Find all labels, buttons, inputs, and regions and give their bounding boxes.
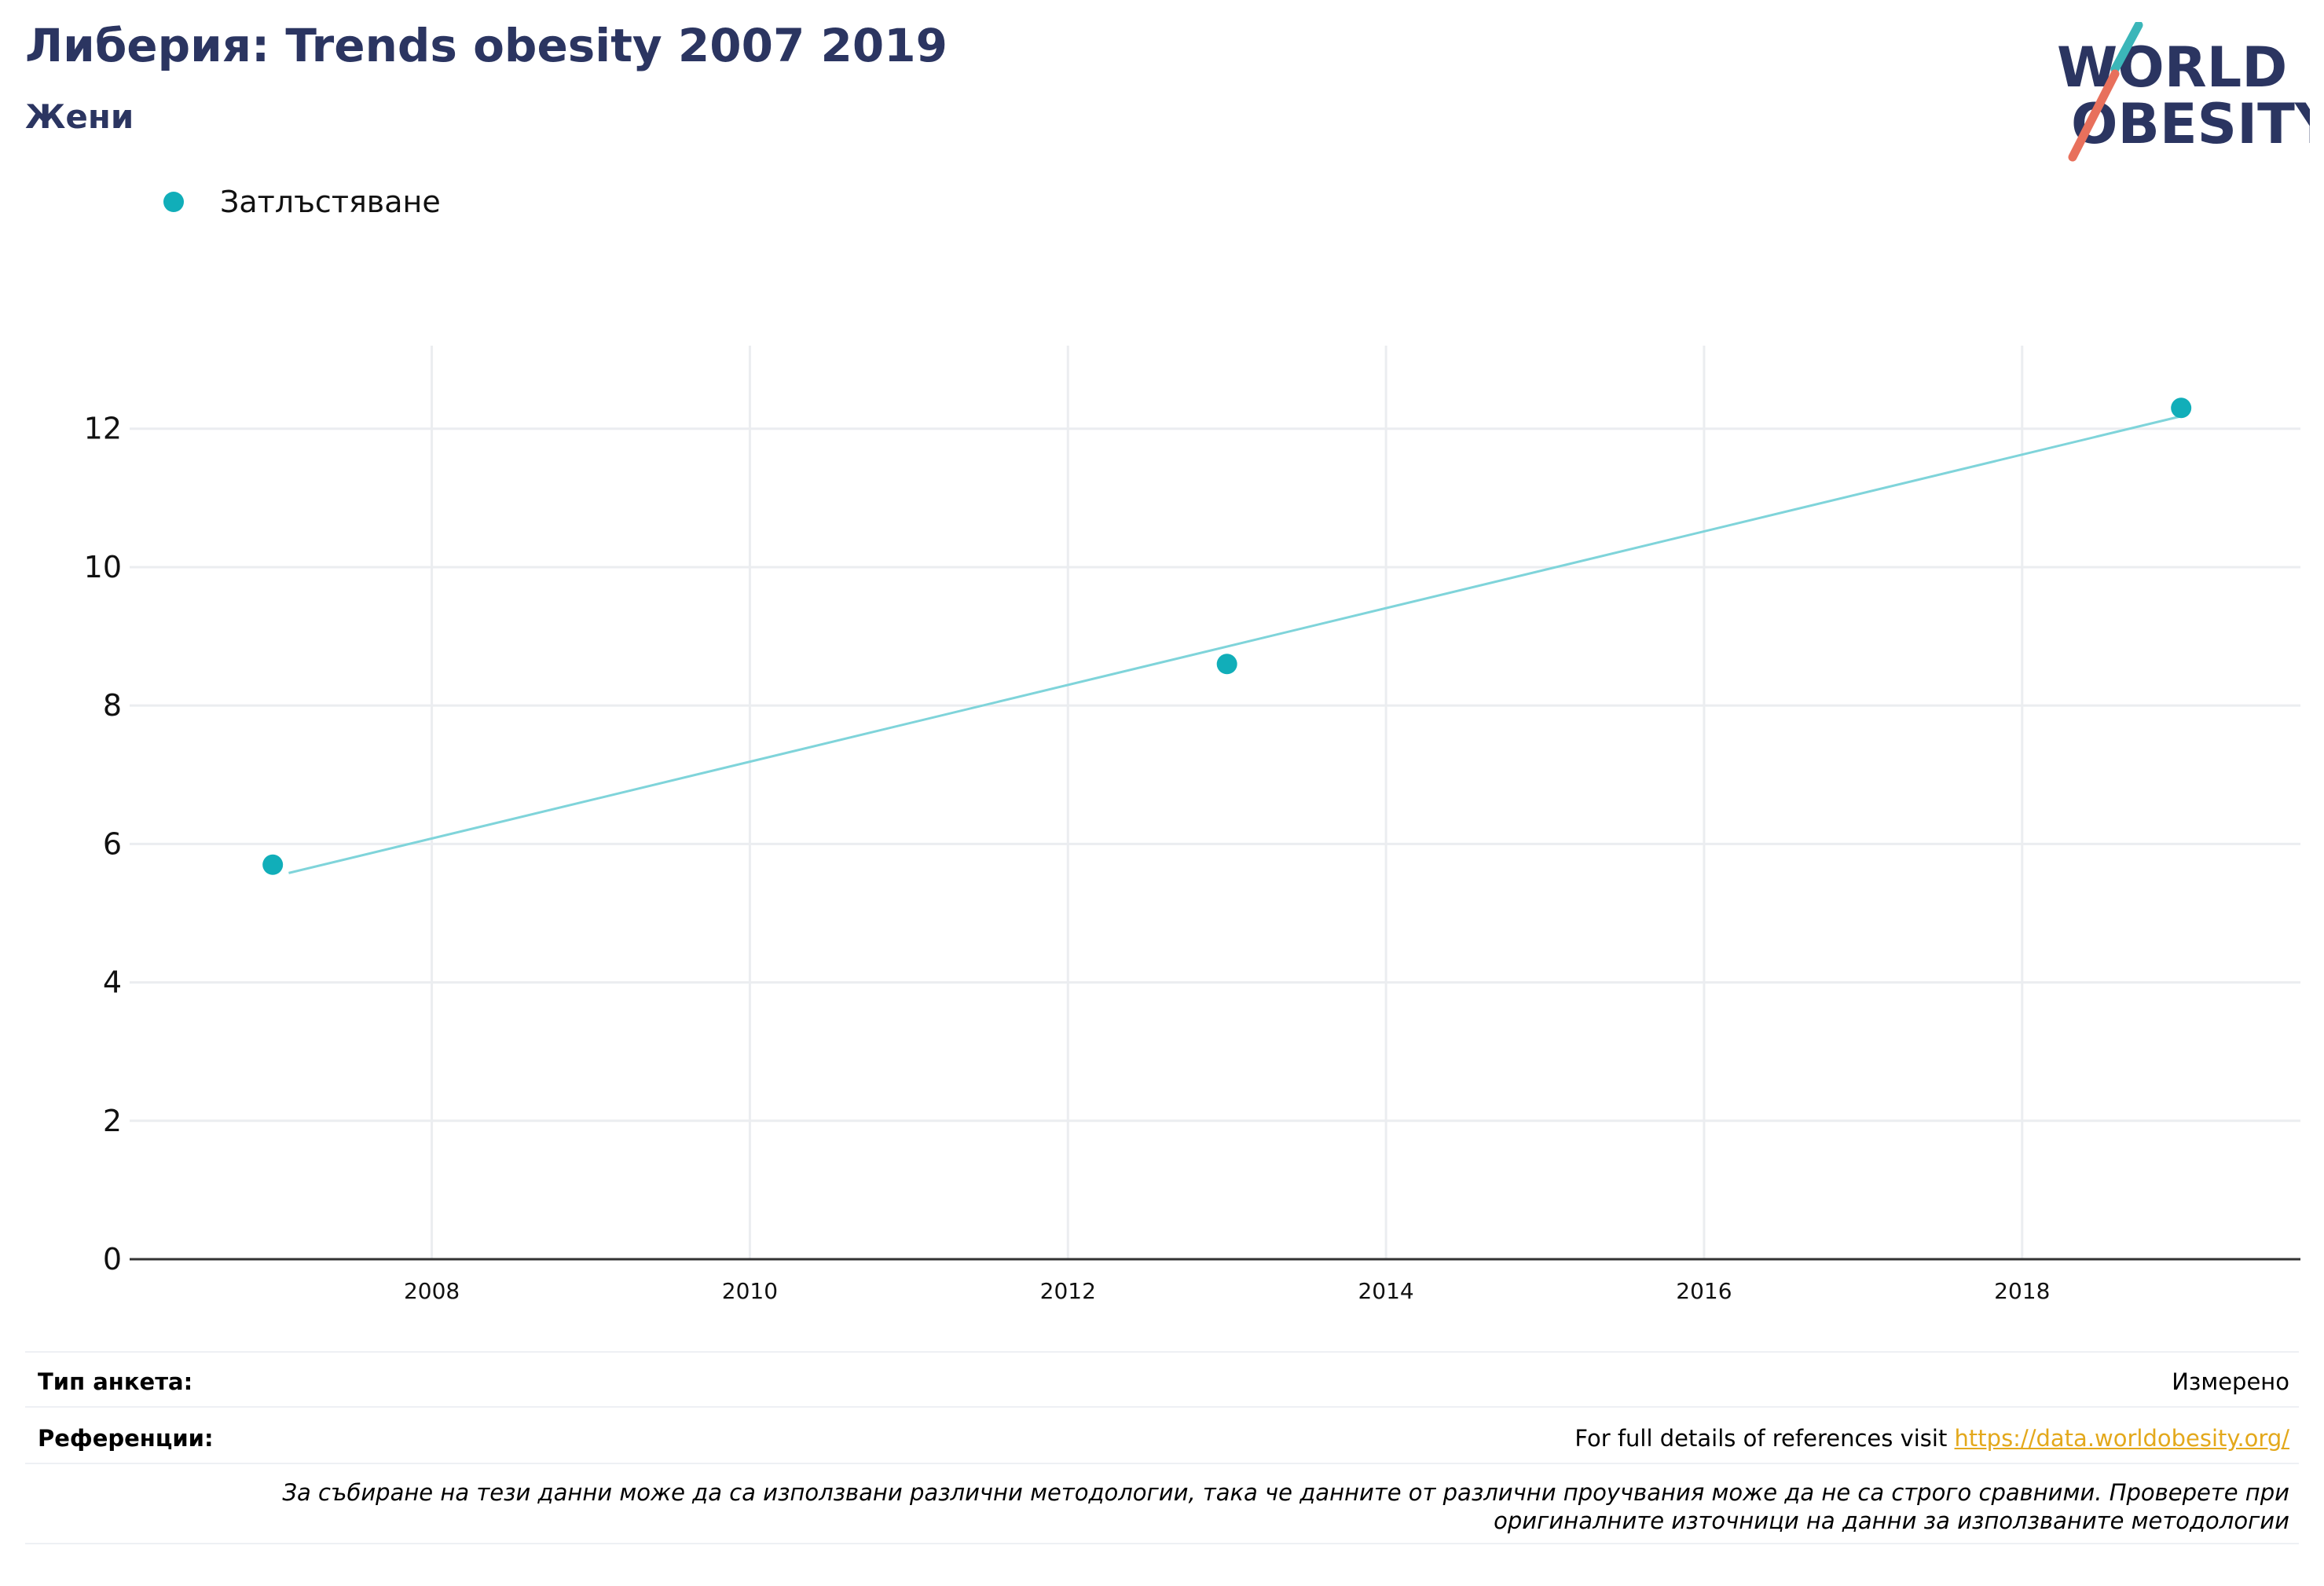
y-tick-label: 0 [103,1242,122,1276]
data-point [2171,397,2192,419]
x-tick-label: 2014 [1358,1278,1413,1304]
data-point [1216,654,1237,675]
logo-slash-top [2110,22,2143,74]
survey-type-label: Тип анкета: [38,1368,193,1395]
y-tick-label: 6 [103,826,122,861]
x-tick-label: 2012 [1040,1278,1096,1304]
references-value: For full details of references visit htt… [1574,1425,2289,1452]
logo-line1: WORLD [2057,35,2287,100]
chart-title: Либерия: Trends obesity 2007 2019 [25,19,948,72]
chart-legend: Затлъстяване [163,182,441,222]
data-point [262,854,284,875]
logo-slash-bottom [2068,69,2120,162]
footer-divider [25,1406,2299,1408]
references-text: For full details of references visit [1574,1425,1955,1452]
x-tick-label: 2008 [404,1278,460,1304]
logo-line2: OBESITY [2071,92,2310,156]
survey-type-value: Измерено [2172,1368,2289,1395]
references-label: Референции: [38,1425,214,1452]
footer-divider [25,1351,2299,1353]
y-tick-label: 12 [84,412,122,446]
world-obesity-logo: WORLD OBESITY [2057,22,2310,162]
x-tick-label: 2018 [1994,1278,2050,1304]
chart-subtitle: Жени [25,97,134,136]
methodology-note: За събиране на тези данни може да са изп… [282,1479,2289,1534]
y-tick-label: 2 [103,1104,122,1138]
x-tick-label: 2016 [1676,1278,1732,1304]
y-tick-label: 4 [103,965,122,1000]
legend-marker [163,192,184,212]
trend-line [288,415,2182,874]
y-tick-label: 8 [103,688,122,723]
references-link[interactable]: https://data.worldobesity.org/ [1954,1425,2289,1452]
legend-label: Затлъстяване [220,185,441,219]
footer-divider [25,1463,2299,1464]
x-tick-label: 2010 [722,1278,778,1304]
y-tick-label: 10 [84,550,122,584]
footer-divider [25,1543,2299,1544]
chart-plot: 0 2 4 6 8 10 12 2008 2010 2012 2014 2016 2018 [84,346,2300,1304]
